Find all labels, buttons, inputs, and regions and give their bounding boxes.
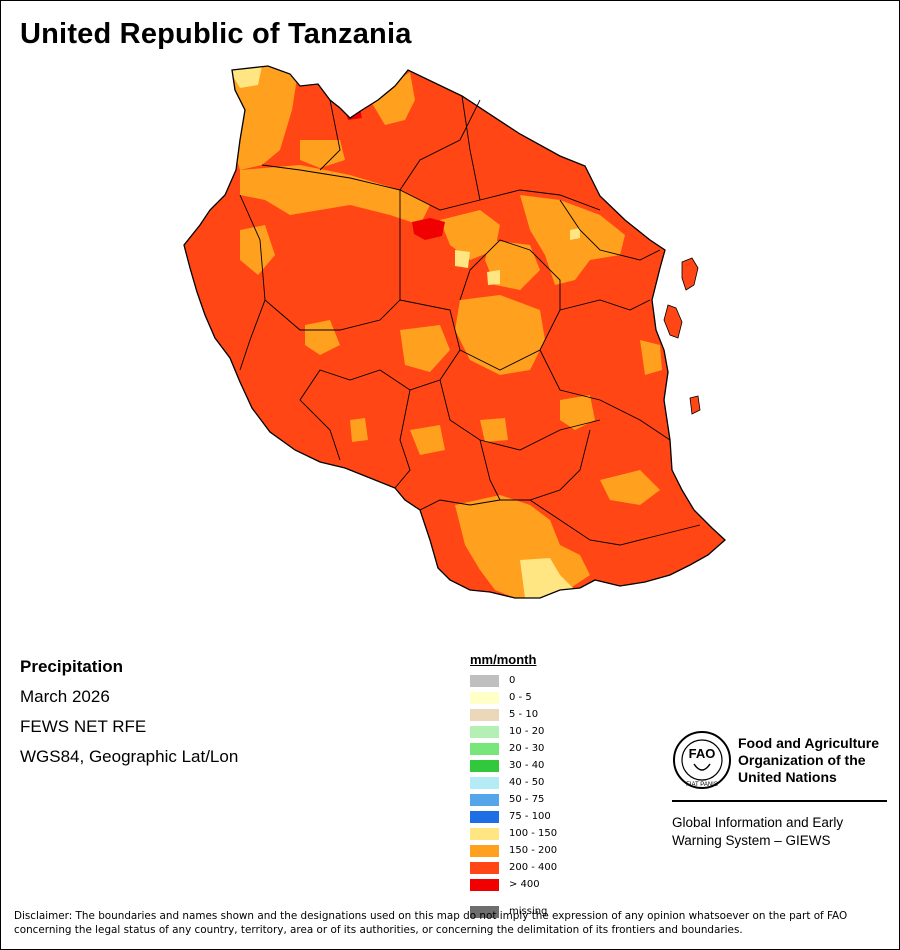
- legend-item: 5 - 10: [470, 706, 620, 723]
- disclaimer: Disclaimer: The boundaries and names sho…: [14, 910, 848, 936]
- fao-org-line3: United Nations: [738, 769, 837, 785]
- logo-divider: [672, 800, 887, 802]
- legend-item: 10 - 20: [470, 723, 620, 740]
- fao-ring-text: FIAT PANIS: [686, 782, 718, 788]
- legend-title: mm/month: [470, 652, 537, 667]
- legend-swatch: [470, 861, 499, 874]
- legend-item: 200 - 400: [470, 859, 620, 876]
- legend-item: 50 - 75: [470, 791, 620, 808]
- fao-logo: FAO FIAT PANIS: [673, 731, 731, 789]
- legend-swatch: [470, 691, 499, 704]
- legend: mm/month 0 0 - 5 5 - 10 10 - 20 20 - 30 30 - …: [470, 652, 620, 920]
- map-title: United Republic of Tanzania: [20, 18, 412, 50]
- base-precip-200-400: [184, 66, 725, 598]
- giews-line1: Global Information and Early: [672, 815, 844, 830]
- giews-line2: Warning System – GIEWS: [672, 833, 831, 848]
- info-variable: Precipitation: [20, 657, 123, 676]
- legend-item: missing: [470, 903, 620, 920]
- legend-item: > 400: [470, 876, 620, 893]
- legend-swatch: [470, 708, 499, 721]
- legend-swatch: [470, 844, 499, 857]
- legend-swatch: [470, 674, 499, 687]
- legend-swatch: [470, 905, 499, 918]
- legend-label: missing: [509, 906, 548, 917]
- legend-swatch: [470, 878, 499, 891]
- legend-item: 100 - 150: [470, 825, 620, 842]
- legend-item: 30 - 40: [470, 757, 620, 774]
- legend-label: 30 - 40: [509, 760, 545, 771]
- legend-label: 0: [509, 675, 516, 686]
- precip-150-200-zones: [225, 66, 662, 598]
- fao-org-line2: Organization of the: [738, 752, 866, 768]
- fao-organization-name: Food and Agriculture Organization of the…: [738, 735, 898, 786]
- info-source: FEWS NET RFE: [20, 717, 147, 736]
- legend-item: 40 - 50: [470, 774, 620, 791]
- legend-label: 75 - 100: [509, 811, 551, 822]
- legend-swatch: [470, 725, 499, 738]
- legend-swatch: [470, 742, 499, 755]
- info-period: March 2026: [20, 687, 110, 706]
- legend-label: 10 - 20: [509, 726, 545, 737]
- legend-label: 50 - 75: [509, 794, 545, 805]
- islands: [663, 257, 701, 415]
- legend-label: > 400: [509, 879, 540, 890]
- legend-swatch: [470, 827, 499, 840]
- legend-label: 20 - 30: [509, 743, 545, 754]
- fao-letters: FAO: [689, 746, 716, 761]
- legend-label: 0 - 5: [509, 692, 532, 703]
- legend-label: 100 - 150: [509, 828, 558, 839]
- legend-item: 75 - 100: [470, 808, 620, 825]
- precipitation-map: [183, 65, 726, 599]
- fao-org-line1: Food and Agriculture: [738, 735, 880, 751]
- legend-label: 200 - 400: [509, 862, 558, 873]
- legend-item: 20 - 30: [470, 740, 620, 757]
- legend-swatch: [470, 793, 499, 806]
- legend-swatch: [470, 810, 499, 823]
- legend-item: 150 - 200: [470, 842, 620, 859]
- legend-label: 150 - 200: [509, 845, 558, 856]
- info-projection: WGS84, Geographic Lat/Lon: [20, 747, 239, 766]
- giews-label: Global Information and Early Warning Sys…: [672, 814, 892, 850]
- legend-item: 0: [470, 672, 620, 689]
- legend-swatch: [470, 759, 499, 772]
- region-boundaries: [239, 95, 701, 546]
- legend-swatch: [470, 776, 499, 789]
- legend-label: 40 - 50: [509, 777, 545, 788]
- legend-item: 0 - 5: [470, 689, 620, 706]
- legend-label: 5 - 10: [509, 709, 539, 720]
